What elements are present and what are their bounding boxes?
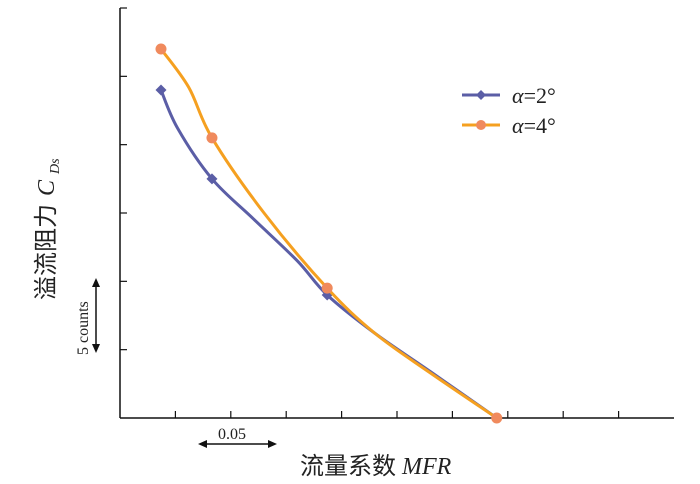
series-1	[155, 43, 503, 424]
series-0-point-0	[155, 84, 167, 96]
legend-swatch-marker-1	[476, 120, 486, 130]
x-axis-label: 流量系数 MFR	[300, 453, 452, 480]
y-axis-label-main: 溢流阻力	[33, 204, 60, 300]
y-axis-label: 溢流阻力 C Ds	[33, 158, 63, 300]
legend-item-1: α=4°	[462, 113, 556, 138]
legend: α=2°α=4°	[462, 83, 556, 138]
legend-label-symbol-1: α	[512, 113, 524, 138]
legend-label-value-0: =2°	[524, 83, 556, 108]
series-1-point-0	[155, 43, 167, 55]
legend-label-value-1: =4°	[524, 113, 556, 138]
x-axis-label-var: MFR	[401, 454, 452, 480]
legend-swatch-marker-0	[476, 90, 486, 100]
x-axis-label-main: 流量系数	[300, 453, 396, 480]
axes	[119, 8, 674, 419]
legend-item-0: α=2°	[462, 83, 556, 108]
legend-label-1: α=4°	[512, 113, 556, 138]
x-scale-bar: 0.05	[198, 426, 277, 448]
series-layer	[155, 43, 503, 424]
legend-label-symbol-0: α	[512, 83, 524, 108]
series-1-point-2	[321, 282, 333, 294]
y-scale-bar: 5 counts	[75, 278, 100, 355]
x-scale-label: 0.05	[218, 426, 246, 443]
series-1-point-3	[491, 412, 503, 424]
series-1-point-1	[206, 132, 218, 144]
legend-label-0: α=2°	[512, 83, 556, 108]
series-1-line	[159, 48, 498, 420]
ticks	[120, 7, 620, 418]
y-axis-label-var: C	[34, 179, 60, 196]
series-0-point-1	[206, 173, 218, 185]
y-axis-label-sub: Ds	[48, 158, 63, 175]
y-scale-label: 5 counts	[75, 301, 92, 355]
